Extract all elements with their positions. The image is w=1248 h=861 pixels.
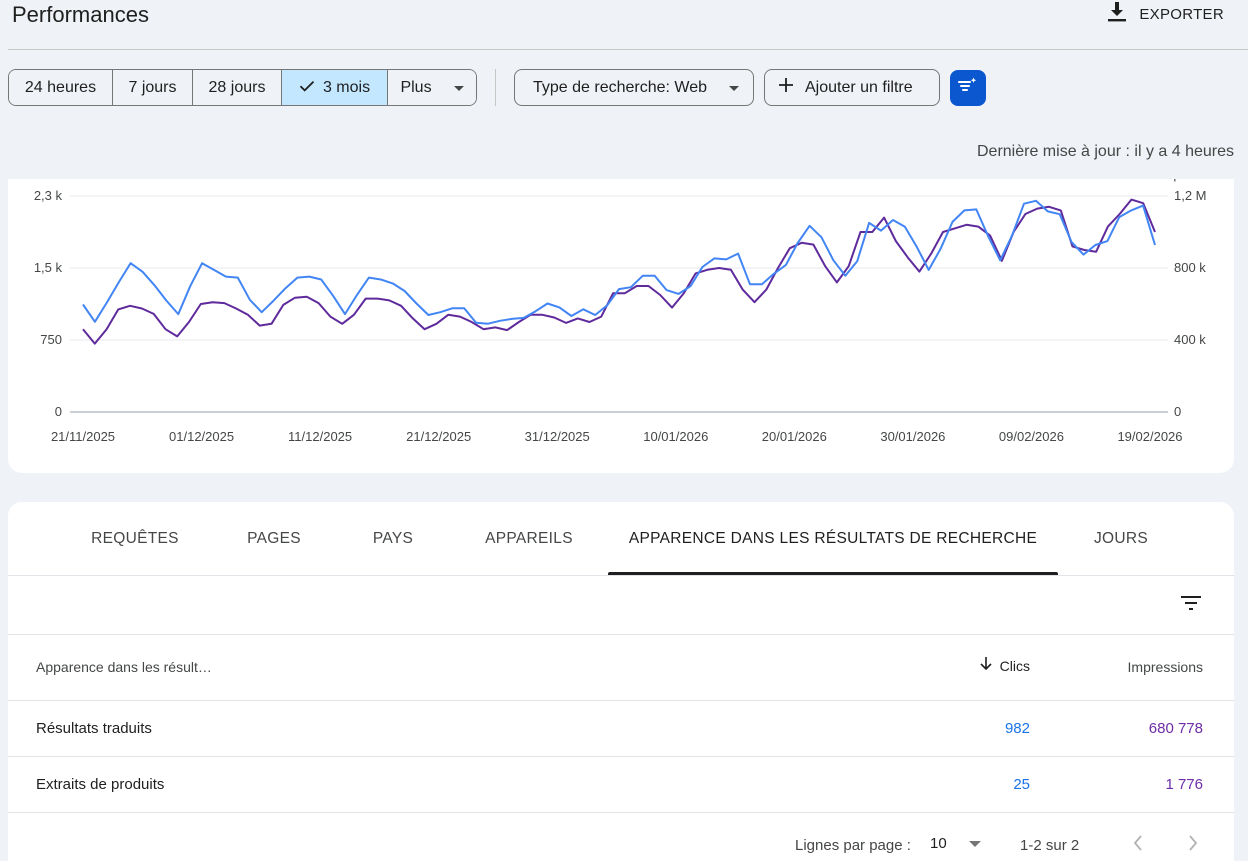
- y-tick-left: 0: [55, 404, 62, 419]
- header-bar: Performances EXPORTER: [0, 0, 1248, 50]
- table-header-row: Apparence dans les résult… Clics Impress…: [8, 635, 1234, 701]
- row-clicks: 25: [1013, 776, 1030, 793]
- search-type-label: Type de recherche: Web: [533, 78, 708, 96]
- y-tick-right: 800 k: [1174, 260, 1206, 275]
- y-tick-left: 1,5 k: [34, 260, 63, 275]
- x-tick-label: 30/01/2026: [880, 429, 945, 444]
- page-title: Performances: [12, 2, 149, 27]
- x-tick-label: 10/01/2026: [643, 429, 708, 444]
- x-tick-label: 09/02/2026: [999, 429, 1064, 444]
- y-tick-right: 0: [1174, 404, 1181, 419]
- add-filter-button[interactable]: Ajouter un filtre: [764, 69, 940, 106]
- dropdown-arrow-icon: [453, 79, 464, 97]
- dimension-tabs: REQUÊTES PAGES PAYS APPAREILS APPARENCE …: [8, 502, 1234, 576]
- y-tick-right: 1,2 M: [1174, 188, 1207, 203]
- series-line-clicks: [82, 199, 1156, 325]
- x-tick-label: 21/11/2025: [51, 429, 115, 444]
- search-type-dropdown[interactable]: Type de recherche: Web: [514, 69, 754, 106]
- x-tick-label: 11/12/2025: [288, 429, 352, 444]
- chevron-right-icon[interactable]: [1188, 835, 1198, 855]
- filter-sparkle-icon: [958, 76, 978, 99]
- x-tick-label: 21/12/2025: [406, 429, 471, 444]
- chevron-left-icon[interactable]: [1133, 835, 1143, 855]
- date-range-label: 24 heures: [24, 78, 97, 96]
- date-range-selector: 24 heures 7 jours 28 jours 3 mois Plus: [8, 69, 477, 106]
- tab-label: PAYS: [372, 529, 414, 547]
- filter-toolbar: 24 heures 7 jours 28 jours 3 mois Plus T…: [8, 69, 986, 106]
- x-tick-label: 01/12/2025: [169, 429, 234, 444]
- dropdown-arrow-icon: [968, 835, 981, 852]
- table-row[interactable]: Extraits de produits 25 1 776: [8, 757, 1234, 813]
- filter-list-icon[interactable]: [1180, 594, 1202, 617]
- y-tick-left: 750: [40, 332, 62, 347]
- tab-label: APPARENCE DANS LES RÉSULTATS DE RECHERCH…: [628, 529, 1038, 547]
- date-range-7d[interactable]: 7 jours: [113, 70, 193, 105]
- sort-down-arrow-icon: [980, 657, 992, 674]
- pagination-range: 1-2 sur 2: [1020, 837, 1080, 854]
- pagination-bar: Lignes par page : 10 1-2 sur 2: [8, 813, 1234, 861]
- y-tick-right: 400 k: [1174, 332, 1206, 347]
- row-dimension: Extraits de produits: [36, 776, 165, 793]
- date-range-label: 7 jours: [128, 78, 177, 96]
- tab-countries[interactable]: PAYS: [352, 502, 434, 575]
- filter-options-button[interactable]: [950, 69, 986, 106]
- column-header-dimension[interactable]: Apparence dans les résult…: [36, 659, 212, 675]
- export-label: EXPORTER: [1139, 5, 1224, 23]
- column-header-label: Clics: [999, 657, 1030, 674]
- download-icon: [1107, 1, 1127, 28]
- x-tick-label: 20/01/2026: [762, 429, 827, 444]
- dimension-table-card: REQUÊTES PAGES PAYS APPAREILS APPARENCE …: [8, 502, 1234, 861]
- active-tab-indicator: [608, 572, 1058, 575]
- check-icon: [299, 79, 315, 97]
- x-tick-label: 31/12/2025: [525, 429, 590, 444]
- tab-label: APPAREILS: [485, 529, 573, 547]
- toolbar-divider: [495, 69, 496, 106]
- tab-queries[interactable]: REQUÊTES: [74, 502, 196, 575]
- row-impressions: 680 778: [1148, 720, 1203, 737]
- row-impressions: 1 776: [1165, 776, 1203, 793]
- tab-label: JOURS: [1093, 529, 1149, 547]
- date-range-label: 3 mois: [322, 78, 371, 96]
- y-axis-title-right: Impressions: [1159, 179, 1230, 182]
- add-filter-label: Ajouter un filtre: [805, 78, 913, 96]
- rows-per-page-value: 10: [930, 835, 947, 852]
- date-range-label: Plus: [400, 78, 432, 96]
- table-row[interactable]: Résultats traduits 982 680 778: [8, 701, 1234, 757]
- date-range-more[interactable]: Plus: [388, 70, 476, 105]
- plus-icon: [779, 78, 793, 97]
- rows-per-page-select[interactable]: 10: [930, 835, 981, 852]
- column-header-impressions[interactable]: Impressions: [1127, 659, 1203, 675]
- row-dimension: Résultats traduits: [36, 720, 152, 737]
- series-line-impressions: [82, 198, 1156, 345]
- header-divider: [8, 49, 1248, 50]
- export-button[interactable]: EXPORTER: [1107, 0, 1224, 28]
- tab-pages[interactable]: PAGES: [222, 502, 326, 575]
- performance-chart-card: 0 0 750 400 k 1,5 k 800 k 2,3 k 1,2 M Clics Impre…: [8, 179, 1234, 473]
- tab-label: PAGES: [247, 529, 301, 547]
- tab-days[interactable]: JOURS: [1068, 502, 1174, 575]
- performance-chart: 0 0 750 400 k 1,5 k 800 k 2,3 k 1,2 M Clics Impre…: [14, 179, 1230, 444]
- x-tick-label: 19/02/2026: [1117, 429, 1182, 444]
- date-range-3m[interactable]: 3 mois: [282, 70, 388, 105]
- column-header-clicks[interactable]: Clics: [980, 657, 1030, 674]
- date-range-label: 28 jours: [208, 78, 266, 96]
- tab-label: REQUÊTES: [91, 529, 179, 547]
- dropdown-arrow-icon: [729, 79, 739, 97]
- tab-search-appearance[interactable]: APPARENCE DANS LES RÉSULTATS DE RECHERCH…: [608, 502, 1058, 575]
- date-range-24h[interactable]: 24 heures: [9, 70, 113, 105]
- y-tick-left: 2,3 k: [34, 188, 63, 203]
- table-filter-row: [8, 576, 1234, 635]
- rows-per-page-label: Lignes par page :: [795, 837, 911, 854]
- y-axis-title-left: Clics: [14, 179, 43, 182]
- date-range-28d[interactable]: 28 jours: [193, 70, 282, 105]
- last-update-text: Dernière mise à jour : il y a 4 heures: [977, 143, 1234, 160]
- tab-devices[interactable]: APPAREILS: [460, 502, 598, 575]
- row-clicks: 982: [1004, 720, 1030, 737]
